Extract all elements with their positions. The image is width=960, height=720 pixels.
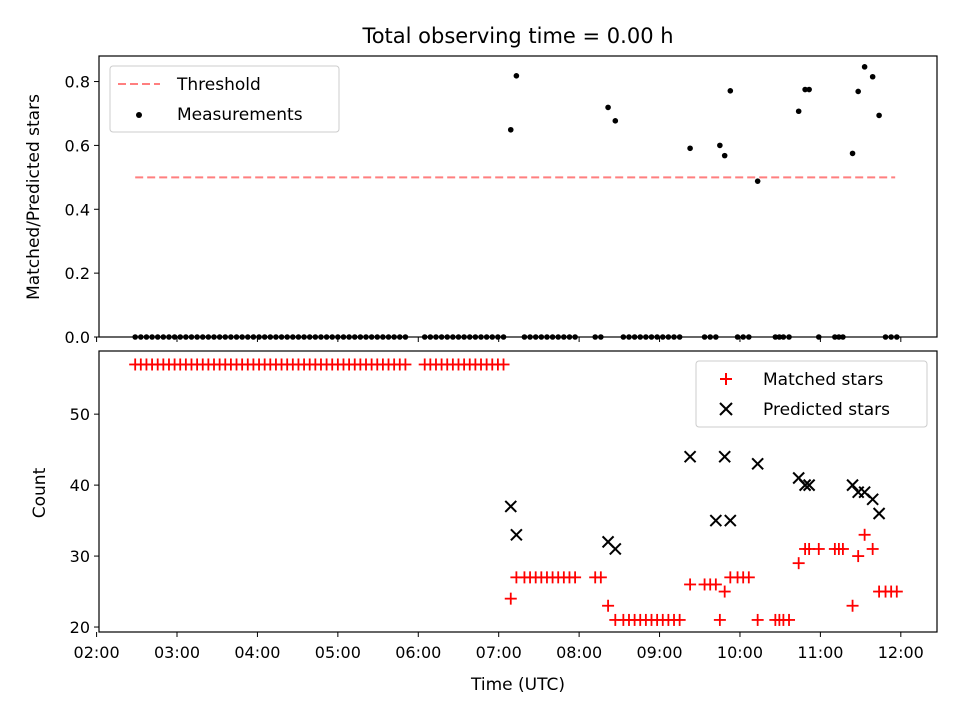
- bottom-plot-marks: [129, 358, 903, 626]
- predicted-star-marker: [504, 500, 517, 513]
- top-legend: Threshold Measurements: [109, 65, 340, 133]
- matched-star-marker: [852, 550, 865, 563]
- matched-star-marker: [836, 542, 849, 555]
- measurement-point: [605, 104, 611, 111]
- measurement-point: [806, 86, 812, 93]
- matched-star-marker: [713, 613, 726, 626]
- top-y-tick-label: 0.0: [65, 328, 90, 347]
- measurement-point: [876, 112, 882, 119]
- measurement-point: [717, 142, 723, 149]
- predicted-star-marker: [683, 450, 697, 463]
- measurement-point: [754, 178, 761, 184]
- x-tick-label: 05:00: [315, 643, 361, 662]
- matched-star-marker: [504, 592, 517, 605]
- measurement-point: [861, 64, 868, 70]
- top-y-tick-label: 0.2: [65, 264, 90, 283]
- top-y-tick-label: 0.6: [65, 136, 90, 155]
- x-tick-label: 12:00: [878, 643, 924, 662]
- predicted-star-marker: [866, 493, 879, 506]
- top-legend-box: [109, 65, 340, 133]
- matched-star-marker: [684, 578, 697, 591]
- bottom-y-axis-label: Count: [30, 467, 50, 518]
- matched-star-marker: [569, 571, 582, 584]
- top-x-ticks: [96, 337, 902, 342]
- x-tick-label: 03:00: [154, 643, 200, 662]
- measurement-point: [849, 150, 856, 157]
- x-tick-label: 02:00: [74, 643, 120, 662]
- measurement-point: [687, 145, 693, 152]
- legend-measurements-swatch: [136, 112, 142, 118]
- predicted-star-marker: [802, 478, 816, 492]
- matched-star-marker: [812, 542, 825, 555]
- x-tick-label: 08:00: [556, 643, 602, 662]
- matched-star-marker: [792, 557, 805, 570]
- bottom-y-tick-label: 50: [70, 405, 90, 424]
- x-tick-label: 11:00: [797, 643, 843, 662]
- measurement-point: [727, 88, 734, 94]
- measurement-point: [507, 126, 514, 133]
- bottom-y-ticks: 20 30 40 50: [70, 405, 99, 637]
- matched-star-marker: [783, 613, 796, 626]
- legend-matched-swatch: [720, 373, 732, 385]
- predicted-star-marker: [724, 514, 737, 527]
- matched-star-marker: [751, 613, 764, 626]
- matched-star-marker: [709, 578, 722, 591]
- matched-star-marker: [742, 571, 755, 584]
- x-tick-label: 10:00: [717, 643, 763, 662]
- matched-star-marker: [602, 599, 615, 612]
- top-panel: 0.00.20.40.60.8 Matched/Predicted stars …: [24, 55, 938, 347]
- predicted-star-marker: [872, 507, 886, 520]
- bottom-axes-frame: [98, 350, 938, 633]
- matched-star-marker: [718, 585, 731, 598]
- legend-measurements-label: Measurements: [177, 105, 303, 125]
- matched-star-marker: [858, 528, 871, 541]
- matched-star-marker: [594, 571, 607, 584]
- matched-star-marker: [673, 613, 686, 626]
- top-y-ticks: 0.0 0.2 0.4 0.6 0.8: [65, 73, 99, 347]
- chart-title: Total observing time = 0.00 h: [361, 24, 673, 48]
- predicted-star-marker: [609, 542, 622, 556]
- measurement-point: [795, 108, 802, 115]
- measurement-point: [869, 73, 876, 80]
- top-y-tick-label: 0.4: [65, 200, 90, 219]
- x-tick-label: 07:00: [476, 643, 522, 662]
- legend-threshold-label: Threshold: [176, 75, 261, 95]
- matched-star-marker: [866, 542, 879, 555]
- measurement-point: [721, 152, 728, 159]
- measurement-point: [855, 88, 861, 95]
- predicted-star-marker: [846, 478, 859, 492]
- matched-star-marker: [846, 599, 859, 612]
- bottom-y-tick-label: 40: [70, 476, 90, 495]
- bottom-x-ticks: 02:00 03:00 04:00 05:00 06:00 07:00 08:00 09:00…: [74, 632, 924, 662]
- bottom-y-tick-label: 30: [70, 547, 90, 566]
- legend-predicted-swatch: [719, 402, 733, 416]
- top-y-tick-label: 0.8: [65, 73, 90, 92]
- predicted-star-marker: [709, 514, 723, 527]
- predicted-star-marker: [751, 457, 764, 471]
- measurement-point: [513, 72, 520, 79]
- predicted-star-marker: [798, 478, 812, 492]
- bottom-legend-box: [695, 360, 928, 428]
- x-axis-label: Time (UTC): [470, 675, 565, 695]
- top-axes-frame: [98, 55, 938, 338]
- measurement-point: [802, 86, 808, 93]
- x-tick-label: 04:00: [234, 643, 280, 662]
- matched-star-marker: [497, 358, 510, 371]
- predicted-star-marker: [510, 528, 523, 541]
- matched-star-marker: [890, 585, 903, 598]
- legend-matched-label: Matched stars: [763, 370, 883, 390]
- measurement-point: [612, 118, 619, 124]
- matched-star-marker: [399, 358, 412, 371]
- legend-predicted-label: Predicted stars: [763, 400, 890, 420]
- x-tick-label: 06:00: [395, 643, 441, 662]
- x-tick-label: 09:00: [636, 643, 682, 662]
- top-y-axis-label: Matched/Predicted stars: [24, 94, 44, 300]
- predicted-star-marker: [718, 450, 731, 463]
- bottom-legend: Matched stars Predicted stars: [695, 360, 928, 428]
- bottom-y-tick-label: 20: [70, 618, 90, 637]
